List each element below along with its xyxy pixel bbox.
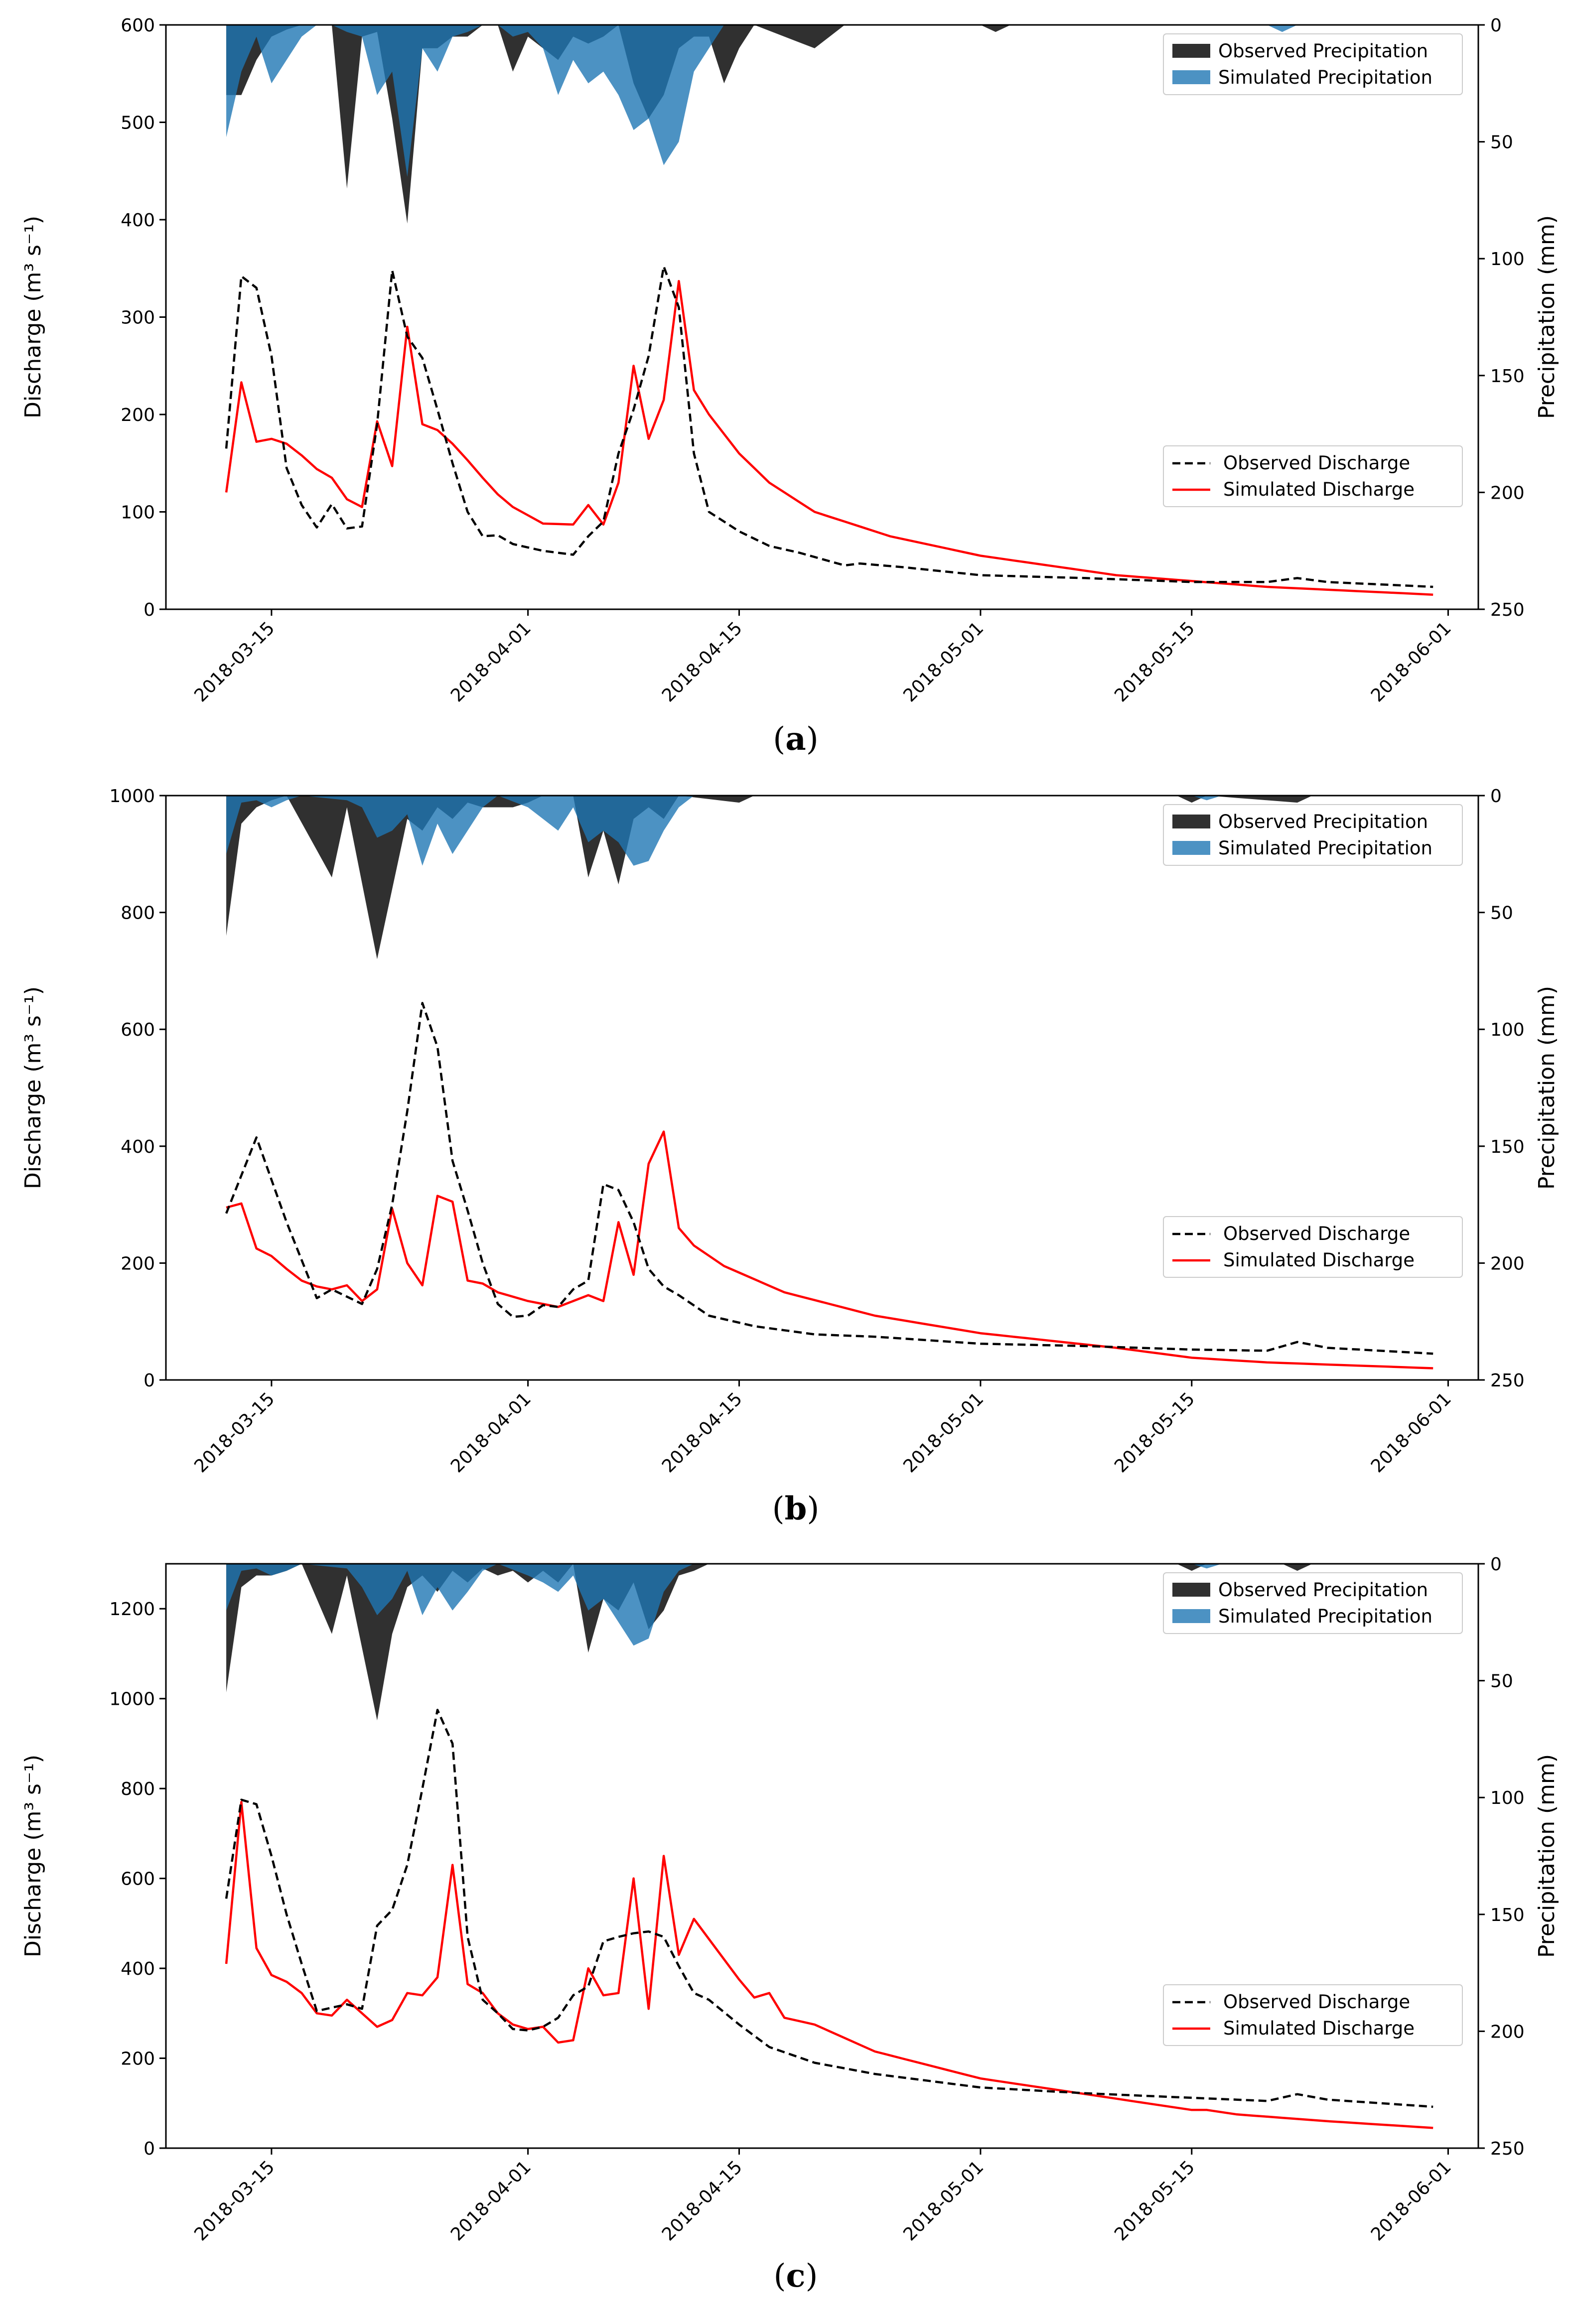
y-tick-label: 200 bbox=[121, 405, 155, 425]
discharge-legend-box bbox=[1163, 1216, 1463, 1278]
y-tick-label: 0 bbox=[143, 1370, 155, 1391]
simulated-discharge-line bbox=[226, 1130, 1433, 1369]
y2-tick-label: 150 bbox=[1490, 1137, 1525, 1157]
y-tick-label: 600 bbox=[121, 1869, 155, 1890]
simulated-discharge-line bbox=[225, 279, 1433, 596]
y2-tick-label: 200 bbox=[1490, 2022, 1525, 2042]
legend-swatch-simulated-precip bbox=[1172, 70, 1210, 84]
y2-tick-label: 250 bbox=[1490, 2139, 1525, 2159]
panel-label: (c) bbox=[774, 2257, 818, 2295]
legend-swatch-observed-precip bbox=[1172, 44, 1210, 58]
legend-label-observed-precip: Observed Precipitation bbox=[1218, 811, 1428, 832]
y2-tick-label: 50 bbox=[1490, 903, 1513, 924]
y-tick-label: 600 bbox=[121, 15, 155, 36]
y2-tick-label: 0 bbox=[1490, 786, 1502, 807]
legend-label-observed-discharge: Observed Discharge bbox=[1223, 452, 1410, 474]
y2-tick-label: 250 bbox=[1490, 600, 1525, 620]
legend-label-simulated-precip: Simulated Precipitation bbox=[1218, 837, 1432, 859]
legend-swatch-simulated-precip bbox=[1172, 1609, 1210, 1623]
y-axis-title: Discharge (m³ s⁻¹) bbox=[20, 1755, 46, 1957]
panel-label: (a) bbox=[773, 720, 818, 758]
y-axis-title: Discharge (m³ s⁻¹) bbox=[20, 986, 46, 1189]
observed-discharge-line bbox=[225, 1002, 1433, 1355]
discharge-legend-box bbox=[1163, 445, 1463, 507]
y-tick-label: 400 bbox=[121, 1137, 155, 1157]
precipitation-legend-box bbox=[1163, 1572, 1463, 1634]
legend-swatch-simulated-precip bbox=[1172, 841, 1210, 855]
y2-tick-label: 150 bbox=[1490, 1905, 1525, 1925]
discharge-legend-box bbox=[1163, 1984, 1463, 2046]
y2-axis-title: Precipitation (mm) bbox=[1534, 215, 1560, 419]
precipitation-legend-box bbox=[1163, 804, 1463, 866]
y-tick-label: 300 bbox=[121, 308, 155, 328]
y2-tick-label: 150 bbox=[1490, 366, 1525, 387]
y-tick-label: 1000 bbox=[109, 786, 155, 807]
observed-discharge-line bbox=[225, 1709, 1433, 2108]
legend-swatch-observed-precip bbox=[1172, 1583, 1210, 1597]
y-tick-label: 200 bbox=[121, 1253, 155, 1274]
y-tick-label: 100 bbox=[121, 503, 155, 523]
y2-axis-title: Precipitation (mm) bbox=[1534, 1754, 1560, 1958]
observed-discharge-line bbox=[225, 265, 1433, 588]
legend-label-observed-discharge: Observed Discharge bbox=[1223, 1991, 1410, 2013]
y-tick-label: 1000 bbox=[109, 1689, 155, 1710]
y-axis-title: Discharge (m³ s⁻¹) bbox=[20, 216, 46, 418]
y2-tick-label: 50 bbox=[1490, 133, 1513, 153]
legend-label-simulated-precip: Simulated Precipitation bbox=[1218, 67, 1432, 88]
plot-frame bbox=[165, 1563, 1479, 2149]
panel-label: (b) bbox=[772, 1490, 820, 1527]
y-tick-label: 0 bbox=[143, 2139, 155, 2159]
y-tick-label: 400 bbox=[121, 1959, 155, 1979]
y2-tick-label: 0 bbox=[1490, 1554, 1502, 1575]
plot-frame bbox=[165, 795, 1479, 1381]
simulated-discharge-line bbox=[225, 1800, 1433, 2129]
y-tick-label: 0 bbox=[143, 600, 155, 620]
y2-tick-label: 0 bbox=[1490, 15, 1502, 36]
precipitation-legend-box bbox=[1163, 33, 1463, 95]
y2-tick-label: 200 bbox=[1490, 483, 1525, 503]
y2-tick-label: 50 bbox=[1490, 1671, 1513, 1692]
legend-label-observed-discharge: Observed Discharge bbox=[1223, 1223, 1410, 1244]
y-tick-label: 400 bbox=[121, 210, 155, 231]
y2-tick-label: 100 bbox=[1490, 1020, 1525, 1040]
legend-label-simulated-precip: Simulated Precipitation bbox=[1218, 1606, 1432, 1627]
y-tick-label: 800 bbox=[121, 1779, 155, 1799]
legend-swatch-observed-precip bbox=[1172, 815, 1210, 828]
legend-label-observed-precip: Observed Precipitation bbox=[1218, 1579, 1428, 1601]
legend-label-observed-precip: Observed Precipitation bbox=[1218, 40, 1428, 62]
y-tick-label: 800 bbox=[121, 903, 155, 924]
y-tick-label: 600 bbox=[121, 1020, 155, 1040]
legend-label-simulated-discharge: Simulated Discharge bbox=[1223, 2018, 1415, 2039]
y2-axis-title: Precipitation (mm) bbox=[1534, 986, 1560, 1190]
y2-tick-label: 200 bbox=[1490, 1253, 1525, 1274]
legend-label-simulated-discharge: Simulated Discharge bbox=[1223, 479, 1415, 500]
y2-tick-label: 250 bbox=[1490, 1370, 1525, 1391]
y-tick-label: 1200 bbox=[109, 1599, 155, 1620]
y2-tick-label: 100 bbox=[1490, 249, 1525, 270]
y-tick-label: 500 bbox=[121, 113, 155, 134]
y-tick-label: 200 bbox=[121, 2049, 155, 2069]
observed-precipitation-area bbox=[226, 25, 1433, 224]
legend-label-simulated-discharge: Simulated Discharge bbox=[1223, 1249, 1415, 1271]
y2-tick-label: 100 bbox=[1490, 1788, 1525, 1808]
